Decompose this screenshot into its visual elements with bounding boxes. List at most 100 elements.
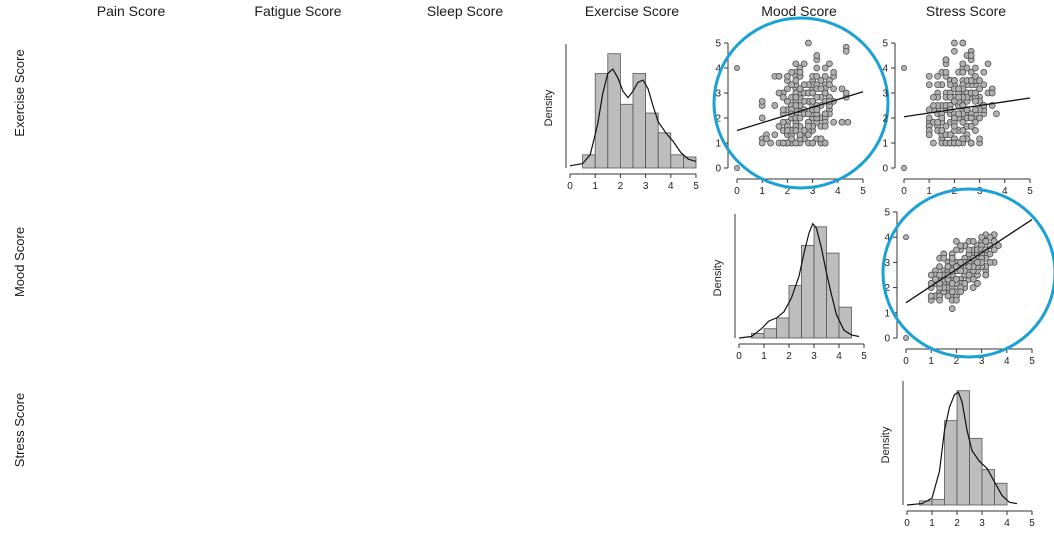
scatter-point bbox=[800, 127, 808, 134]
scatter-point bbox=[967, 68, 975, 76]
scatter-point bbox=[930, 139, 937, 147]
scatter-point bbox=[821, 89, 829, 97]
histogram-bar bbox=[931, 499, 945, 506]
density-curve bbox=[569, 68, 697, 167]
scatter-point bbox=[934, 81, 941, 89]
scatter-point bbox=[961, 280, 969, 287]
scatter-point bbox=[942, 68, 950, 76]
scatter-point bbox=[976, 77, 983, 84]
scatter-point bbox=[972, 118, 979, 126]
y-tick-label: 5 bbox=[884, 208, 890, 219]
scatter-point bbox=[951, 114, 958, 122]
scatter-point bbox=[953, 275, 960, 283]
column-header-pain: Pain Score bbox=[97, 3, 166, 19]
x-tick-label: 4 bbox=[836, 351, 842, 362]
scatter-point bbox=[842, 89, 850, 97]
scatter-point bbox=[974, 259, 981, 266]
scatter-point bbox=[967, 122, 975, 130]
scatter-point bbox=[980, 68, 988, 76]
scatter-point bbox=[813, 72, 821, 80]
scatter-point bbox=[792, 77, 800, 84]
scatter-point bbox=[953, 238, 960, 245]
histogram-bar bbox=[620, 103, 634, 169]
scatter-point bbox=[936, 296, 943, 304]
column-header-mood: Mood Score bbox=[761, 3, 837, 19]
scatter-point bbox=[951, 122, 958, 130]
histogram-bar bbox=[838, 306, 852, 339]
y-tick-label: 3 bbox=[884, 258, 890, 269]
scatter-point bbox=[784, 127, 791, 134]
scatter-point bbox=[965, 246, 973, 254]
x-tick-label: 4 bbox=[1002, 186, 1008, 197]
histogram-bar bbox=[763, 328, 777, 339]
scatter-point bbox=[796, 68, 804, 76]
scatter-point bbox=[903, 335, 909, 341]
scatter-point bbox=[800, 81, 808, 89]
scatter-point bbox=[957, 267, 964, 275]
scatter-point bbox=[972, 97, 979, 105]
x-tick-label: 1 bbox=[926, 186, 932, 197]
scatter-point bbox=[903, 234, 909, 241]
scatter-point bbox=[813, 106, 821, 114]
scatter-point bbox=[771, 131, 779, 139]
histogram-bar bbox=[981, 469, 995, 506]
y-tick-label: 0 bbox=[715, 164, 721, 175]
scatter-point bbox=[784, 97, 791, 105]
scatter-point bbox=[936, 271, 943, 279]
panel-mood-score-x-mood-score: Density 0 1 2 3 4 5 bbox=[712, 214, 867, 362]
panel-exercise-score-x-mood-score: 0 1 2 3 4 5 0 1 2 3 4 5 bbox=[712, 16, 890, 197]
scatter-point bbox=[948, 254, 956, 262]
scatter-point bbox=[775, 72, 783, 80]
x-tick-label: 5 bbox=[861, 351, 867, 362]
scatter-point bbox=[969, 238, 977, 245]
y-axis-label: Density bbox=[712, 259, 724, 296]
scatter-point bbox=[946, 131, 954, 139]
scatter-point bbox=[821, 139, 829, 147]
column-header-sleep: Sleep Score bbox=[427, 3, 503, 19]
x-tick-label: 0 bbox=[904, 518, 910, 529]
scatter-point bbox=[980, 81, 988, 89]
scatter-point bbox=[821, 64, 829, 72]
scatter-point bbox=[957, 242, 964, 249]
scatter-point bbox=[925, 72, 933, 80]
scatter-point bbox=[969, 275, 977, 283]
scatter-point bbox=[934, 118, 941, 126]
scatter-point bbox=[953, 296, 960, 304]
column-header-fatigue: Fatigue Score bbox=[254, 3, 341, 19]
scatter-point bbox=[830, 85, 837, 93]
scatter-point bbox=[959, 39, 967, 47]
scatter-point bbox=[771, 102, 779, 109]
scatter-point bbox=[817, 85, 825, 93]
scatter-point bbox=[813, 64, 821, 72]
x-tick-label: 1 bbox=[761, 351, 767, 362]
y-tick-label: 4 bbox=[715, 64, 721, 75]
scatter-point bbox=[925, 81, 933, 89]
scatter-point bbox=[788, 81, 795, 89]
scatter-point bbox=[805, 122, 812, 130]
scatter-point bbox=[965, 263, 973, 270]
scatter-point bbox=[779, 139, 787, 147]
scatter-point bbox=[957, 259, 964, 266]
x-tick-label: 3 bbox=[643, 181, 649, 192]
column-header-exercise: Exercise Score bbox=[585, 3, 679, 19]
histogram-bar bbox=[670, 154, 684, 169]
histogram-bar bbox=[657, 132, 672, 169]
histogram-bar bbox=[944, 420, 958, 506]
x-tick-label: 4 bbox=[668, 181, 674, 192]
y-tick-label: 3 bbox=[882, 89, 888, 100]
scatter-point bbox=[826, 81, 833, 89]
scatter-point bbox=[792, 139, 800, 147]
scatter-point bbox=[990, 246, 998, 254]
scatter-point bbox=[959, 118, 967, 126]
y-tick-label: 5 bbox=[715, 39, 721, 50]
highlight-circle bbox=[881, 187, 1054, 359]
scatter-point bbox=[988, 89, 996, 97]
x-tick-label: 2 bbox=[954, 518, 960, 529]
y-tick-label: 0 bbox=[882, 164, 888, 175]
scatter-point bbox=[830, 68, 837, 76]
y-tick-label: 1 bbox=[715, 139, 721, 150]
y-tick-label: 2 bbox=[882, 114, 888, 125]
x-tick-label: 3 bbox=[979, 356, 985, 367]
y-tick-label: 4 bbox=[882, 64, 888, 75]
highlight-circle bbox=[712, 16, 890, 190]
